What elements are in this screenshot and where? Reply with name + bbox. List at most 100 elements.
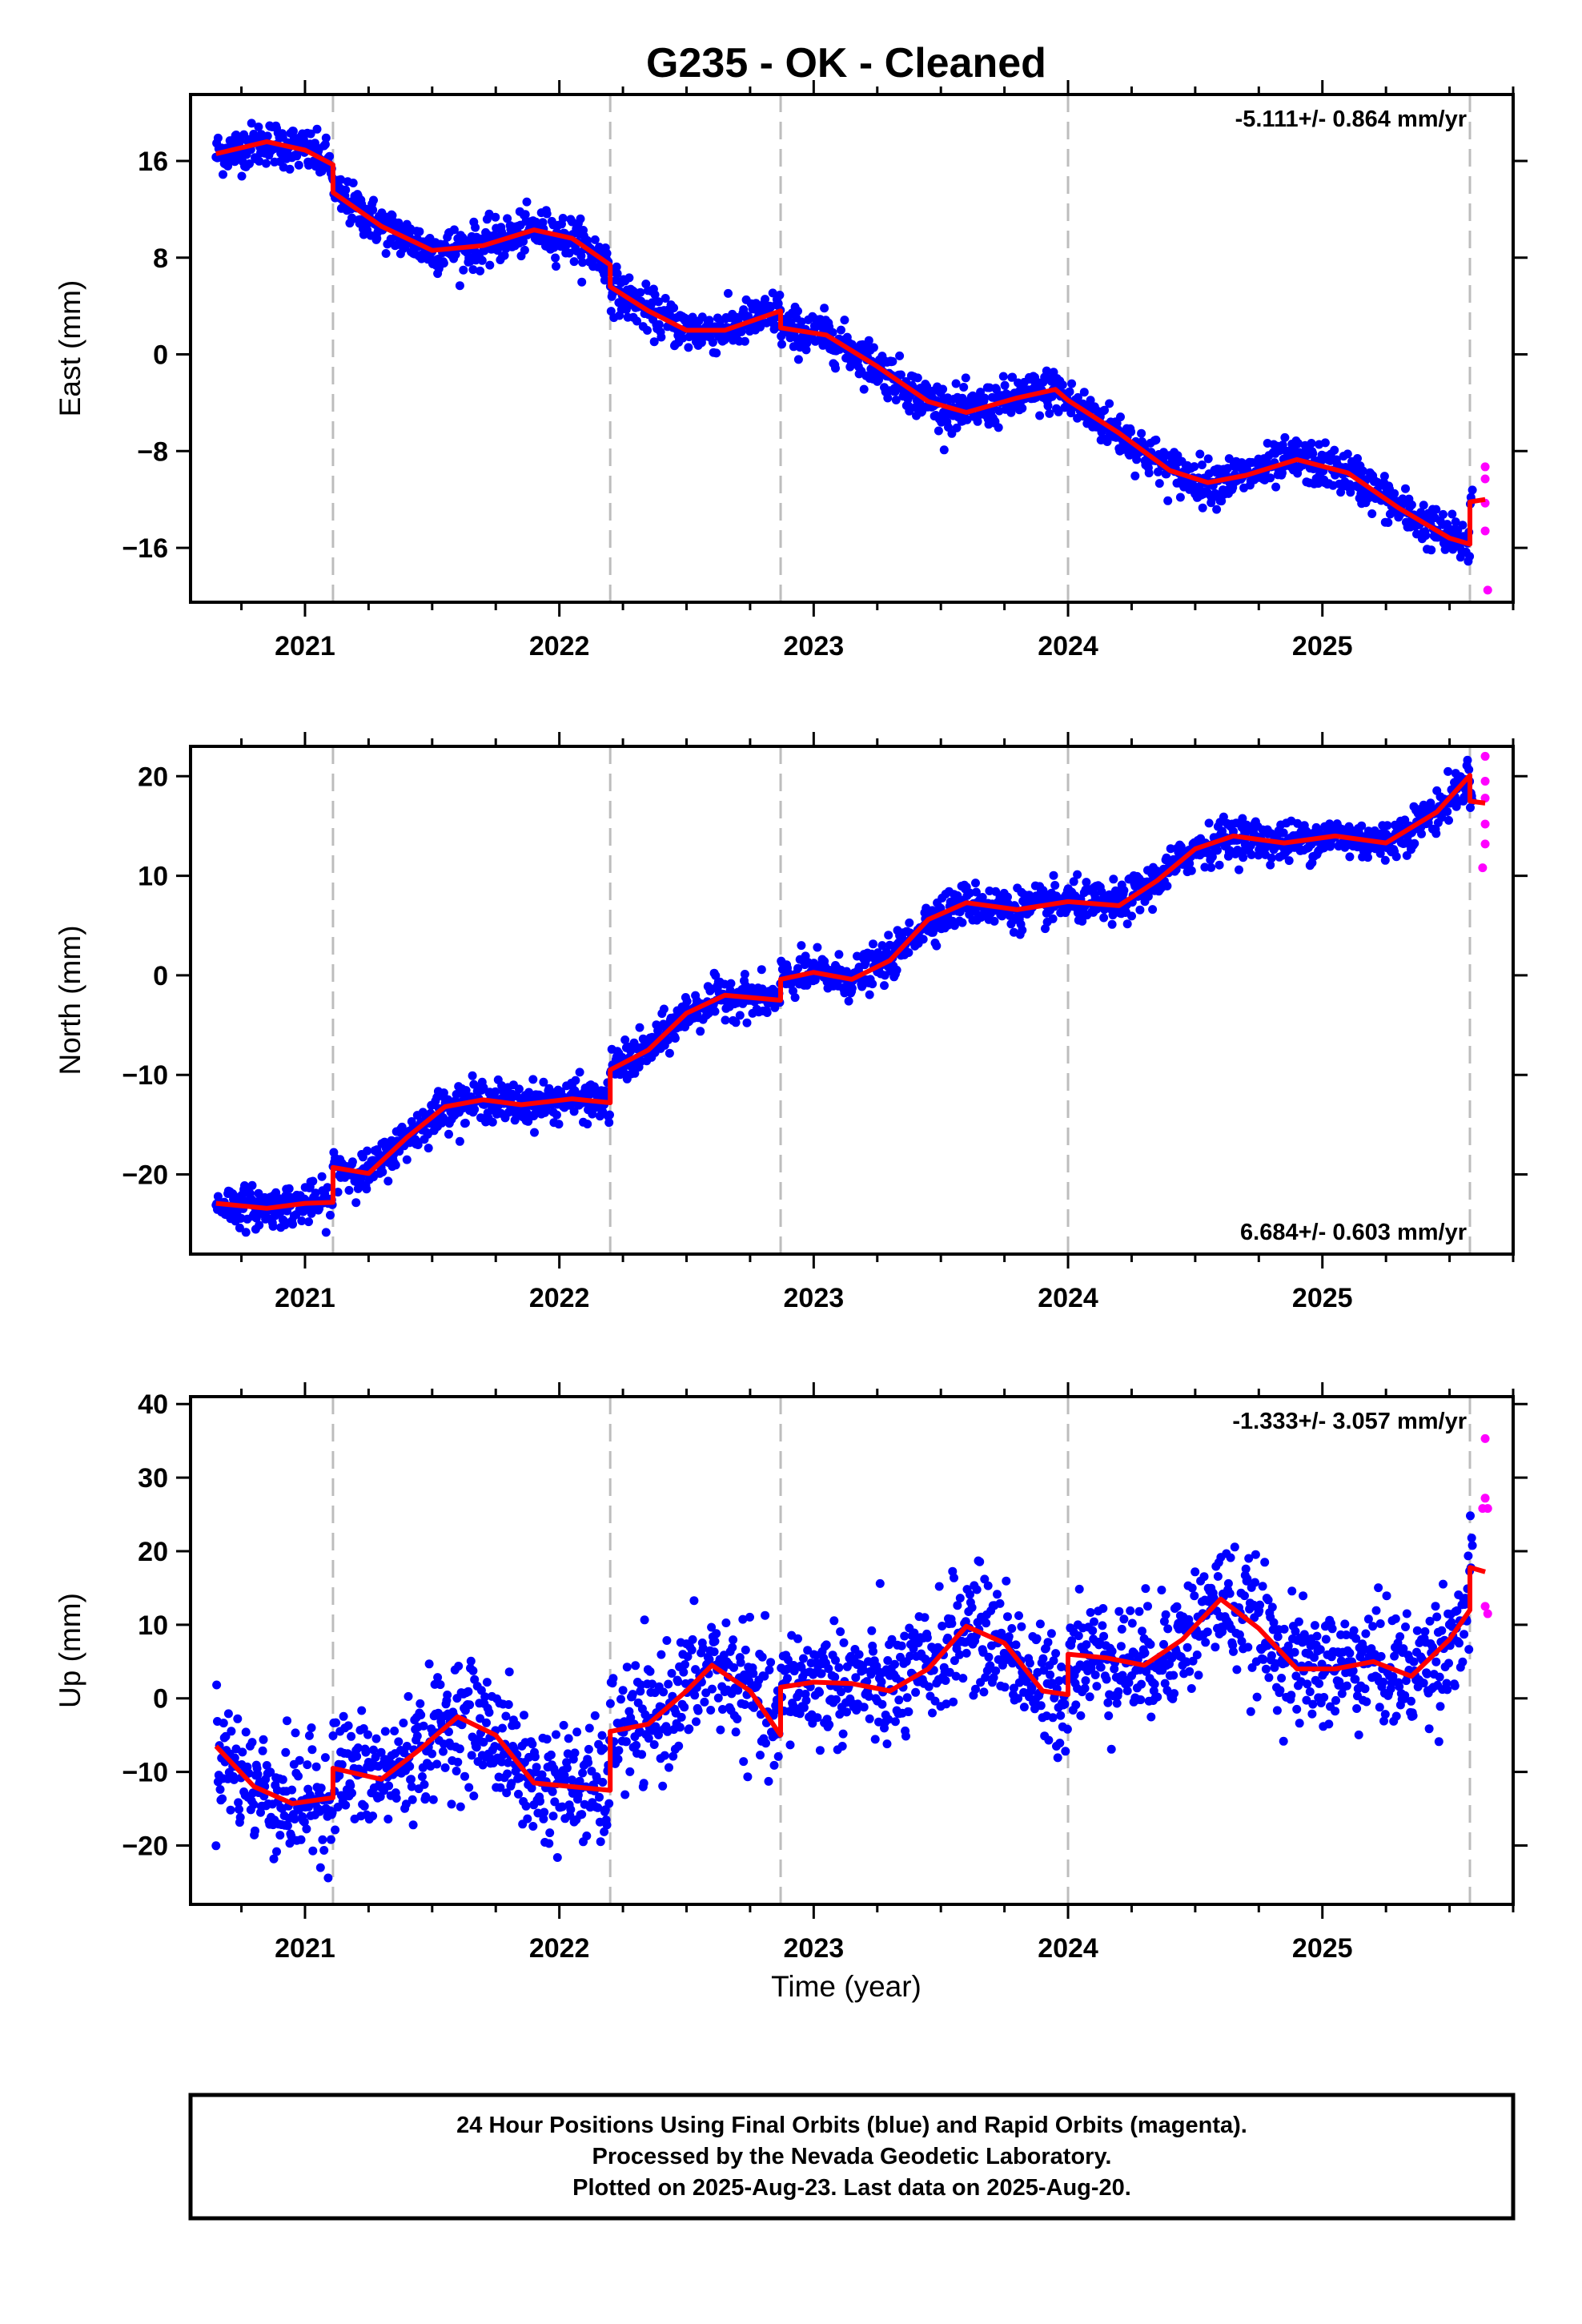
- east-final-point: [654, 320, 664, 329]
- north-final-point: [569, 1107, 579, 1116]
- east-final-point: [1465, 552, 1475, 561]
- north-final-point: [790, 993, 800, 1003]
- north-final-point: [880, 981, 889, 991]
- north-final-point: [588, 1109, 597, 1119]
- up-final-point: [548, 1787, 557, 1796]
- east-final-point: [1154, 479, 1164, 489]
- east-final-point: [254, 123, 263, 131]
- east-final-point: [1100, 405, 1109, 415]
- north-final-point: [1018, 926, 1027, 935]
- up-final-point: [504, 1700, 513, 1709]
- north-final-point: [1097, 887, 1106, 897]
- up-final-point: [570, 1748, 580, 1758]
- up-final-point: [318, 1835, 327, 1844]
- east-final-point: [777, 340, 786, 349]
- east-final-point: [368, 205, 378, 215]
- east-final-point: [552, 262, 560, 271]
- north-final-point: [847, 983, 857, 993]
- up-final-point: [870, 1735, 880, 1744]
- north-final-point: [554, 1120, 564, 1129]
- up-final-point: [1019, 1703, 1029, 1712]
- east-final-point: [874, 376, 883, 384]
- up-final-point: [447, 1799, 456, 1809]
- up-final-point: [575, 1776, 584, 1786]
- up-final-point: [304, 1731, 314, 1740]
- up-final-point: [729, 1663, 738, 1672]
- east-final-point: [1458, 521, 1468, 530]
- north-rapid-point: [1480, 819, 1490, 829]
- north-final-point: [604, 1118, 614, 1128]
- up-final-point: [644, 1734, 653, 1743]
- north-final-point: [424, 1144, 433, 1153]
- up-final-point: [700, 1697, 709, 1707]
- east-final-point: [261, 159, 271, 168]
- east-final-point: [632, 316, 641, 326]
- up-final-point: [424, 1659, 434, 1669]
- up-final-point: [266, 1767, 275, 1777]
- north-y-tick-label: −10: [122, 1060, 168, 1091]
- up-final-point: [512, 1720, 521, 1730]
- east-final-point: [1035, 411, 1045, 420]
- up-final-point: [311, 1762, 321, 1771]
- east-y-tick-label: 0: [153, 340, 168, 371]
- east-final-point: [485, 260, 495, 270]
- up-final-point: [693, 1706, 703, 1715]
- up-final-point: [335, 1771, 344, 1780]
- up-final-point: [584, 1744, 593, 1754]
- east-final-point: [223, 161, 233, 171]
- up-final-point: [664, 1679, 673, 1689]
- up-final-point: [328, 1731, 338, 1740]
- up-final-point: [947, 1618, 957, 1628]
- up-final-point: [761, 1610, 770, 1620]
- up-final-point: [707, 1622, 717, 1632]
- north-x-tick-label: 2025: [1292, 1283, 1353, 1313]
- north-final-point: [575, 1068, 584, 1077]
- north-final-point: [583, 1120, 592, 1129]
- up-final-point: [980, 1574, 990, 1584]
- up-final-point: [399, 1719, 408, 1727]
- up-final-point: [502, 1788, 512, 1798]
- east-final-point: [775, 291, 785, 300]
- east-final-point: [564, 248, 574, 258]
- north-final-point: [455, 1136, 464, 1146]
- up-final-point: [764, 1776, 773, 1786]
- north-final-point: [571, 1076, 580, 1085]
- up-final-point: [733, 1715, 742, 1723]
- east-final-point: [519, 237, 528, 246]
- east-final-point: [255, 156, 264, 166]
- up-final-point: [680, 1703, 689, 1712]
- north-final-point: [682, 996, 692, 1006]
- up-final-point: [829, 1616, 839, 1626]
- north-final-point: [885, 940, 894, 950]
- up-final-point: [241, 1727, 251, 1737]
- east-final-point: [895, 351, 905, 360]
- east-final-point: [1383, 518, 1393, 527]
- up-final-point: [632, 1740, 641, 1750]
- east-final-point: [538, 218, 548, 227]
- up-final-point: [793, 1634, 802, 1643]
- north-final-point: [488, 1117, 497, 1127]
- up-final-point: [1046, 1670, 1055, 1679]
- east-final-point: [320, 139, 330, 149]
- north-final-point: [1109, 875, 1118, 884]
- up-final-point: [572, 1727, 582, 1737]
- north-final-point: [383, 1176, 393, 1186]
- up-final-point: [384, 1781, 394, 1791]
- north-final-point: [813, 943, 822, 952]
- north-y-tick-label: 10: [138, 862, 168, 892]
- north-final-point: [311, 1188, 320, 1198]
- up-final-point: [383, 1815, 393, 1823]
- east-final-point: [1116, 412, 1125, 422]
- up-final-point: [302, 1824, 311, 1834]
- east-final-point: [480, 246, 489, 255]
- east-final-point: [650, 290, 660, 300]
- north-final-point: [1166, 844, 1175, 854]
- up-final-point: [476, 1714, 485, 1723]
- north-final-point: [241, 1228, 251, 1237]
- up-final-point: [837, 1687, 845, 1697]
- east-final-point: [1223, 464, 1233, 473]
- up-final-point: [416, 1711, 426, 1719]
- up-final-point: [528, 1822, 538, 1831]
- up-final-point: [546, 1750, 556, 1759]
- up-final-point: [498, 1723, 507, 1733]
